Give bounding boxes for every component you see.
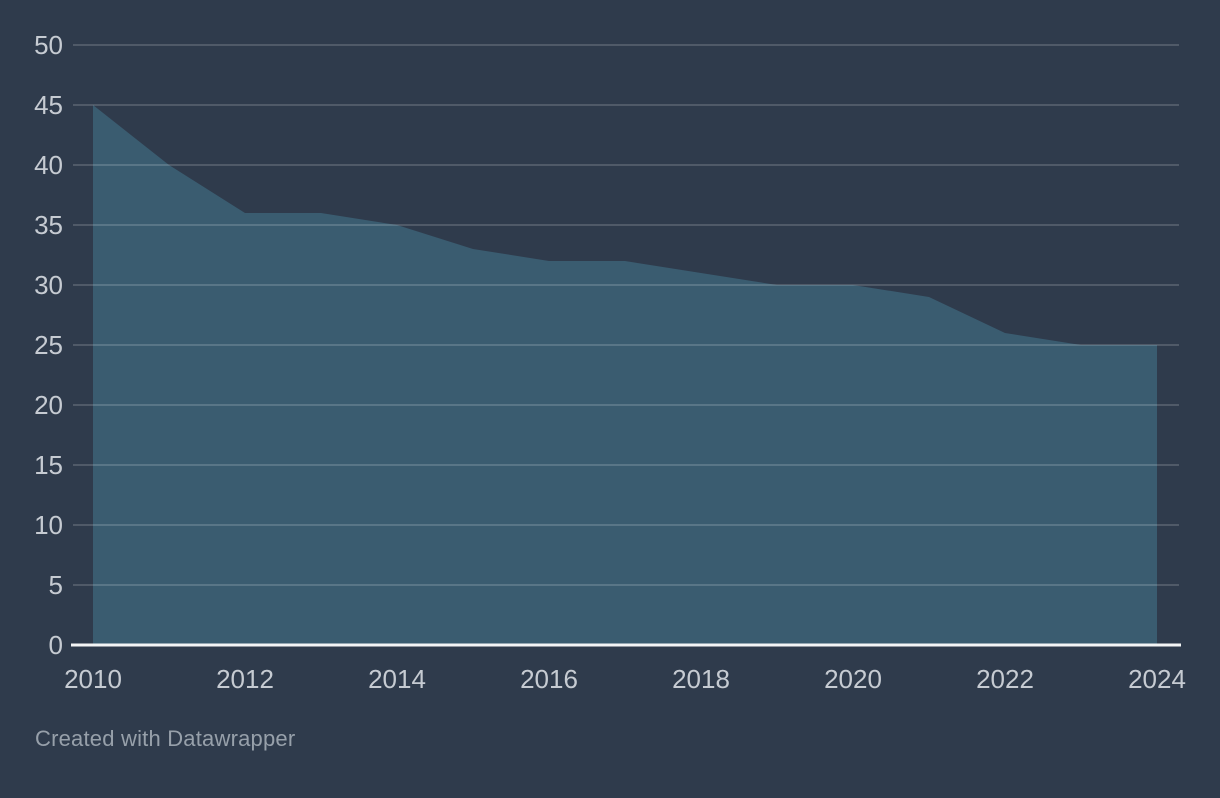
datawrapper-attribution: Created with Datawrapper: [35, 726, 296, 751]
x-axis-tick-label: 2024: [1128, 664, 1186, 694]
x-axis-tick-label: 2020: [824, 664, 882, 694]
y-axis-tick-label: 5: [49, 570, 63, 600]
area-series: [93, 105, 1157, 645]
y-axis-tick-label: 45: [34, 90, 63, 120]
area-chart: 0 5 10 15 20 25 30 35 40 45 50 2010 2012 2014 2016 2018…: [34, 30, 1186, 694]
x-axis-tick-label: 2012: [216, 664, 274, 694]
y-axis-tick-label: 0: [49, 630, 63, 660]
x-axis-tick-label: 2022: [976, 664, 1034, 694]
x-axis-tick-label: 2018: [672, 664, 730, 694]
y-axis-tick-label: 30: [34, 270, 63, 300]
x-axis-tick-label: 2016: [520, 664, 578, 694]
y-axis-tick-label: 10: [34, 510, 63, 540]
y-axis-tick-label: 25: [34, 330, 63, 360]
y-axis-tick-label: 20: [34, 390, 63, 420]
x-axis-tick-label: 2010: [64, 664, 122, 694]
y-axis-tick-label: 40: [34, 150, 63, 180]
y-axis-tick-label: 35: [34, 210, 63, 240]
y-axis-tick-label: 15: [34, 450, 63, 480]
y-axis-tick-label: 50: [34, 30, 63, 60]
x-axis-tick-label: 2014: [368, 664, 426, 694]
